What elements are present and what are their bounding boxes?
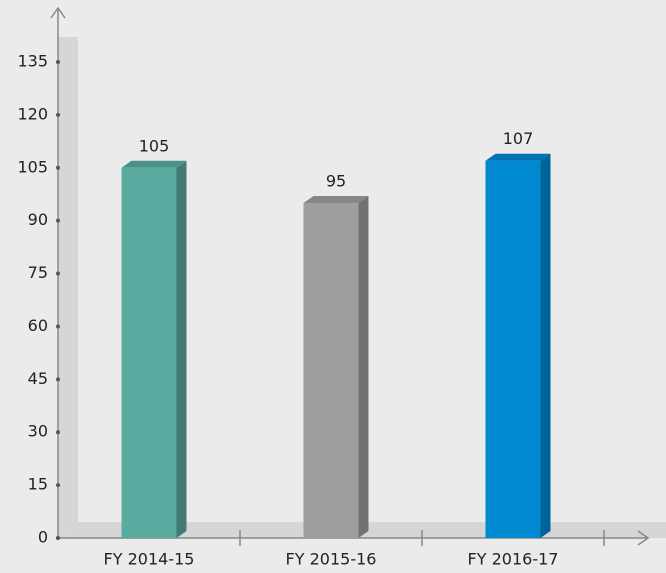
y-tick: [56, 430, 60, 435]
y-axis-arrow: [50, 6, 66, 19]
bar-top: [485, 153, 551, 161]
bar: [121, 167, 177, 538]
y-tick-label: 30: [28, 422, 48, 441]
x-axis-arrow: [637, 530, 650, 546]
y-tick: [56, 377, 60, 382]
bar-side: [176, 160, 187, 538]
bar-top: [303, 196, 369, 204]
y-tick: [56, 483, 60, 488]
y-tick: [56, 112, 60, 117]
data-label: 95: [326, 172, 346, 191]
x-tick-label: FY 2016-17: [468, 550, 559, 569]
y-tick-label: 90: [28, 210, 48, 229]
y-tick-label: 45: [28, 369, 48, 388]
back-wall: [58, 37, 78, 538]
y-tick-label: 135: [17, 52, 48, 71]
y-tick: [56, 324, 60, 329]
y-tick: [56, 60, 60, 64]
bar: [485, 160, 541, 538]
bar: [303, 203, 359, 538]
y-tick: [56, 536, 60, 540]
y-tick-label: 75: [28, 263, 48, 282]
y-tick: [56, 165, 60, 170]
y-tick-label: 0: [38, 528, 48, 547]
y-tick: [56, 271, 60, 276]
y-tick-label: 60: [28, 316, 48, 335]
y-tick-label: 105: [17, 157, 48, 176]
data-label: 107: [503, 129, 534, 148]
y-tick: [56, 218, 60, 223]
data-label: 105: [139, 136, 170, 155]
bar-top: [121, 160, 187, 168]
x-tick-label: FY 2014-15: [104, 550, 195, 569]
y-tick-label: 15: [28, 475, 48, 494]
bar-side: [540, 153, 551, 538]
bar-side: [358, 196, 369, 538]
y-tick-label: 120: [17, 104, 48, 123]
x-tick-label: FY 2015-16: [286, 550, 377, 569]
